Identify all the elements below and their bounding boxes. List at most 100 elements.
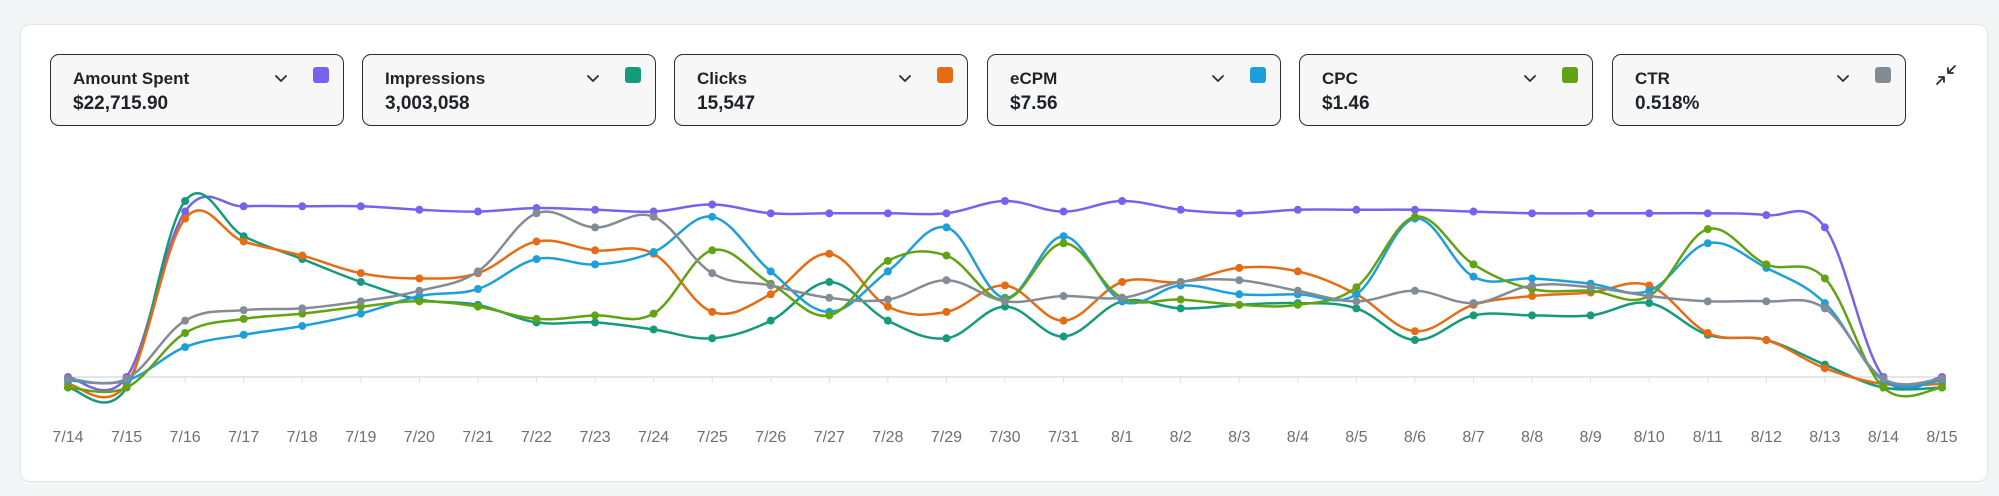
- series-color-swatch[interactable]: [625, 67, 641, 83]
- data-point[interactable]: [1059, 239, 1068, 248]
- data-point[interactable]: [1469, 299, 1478, 308]
- data-point[interactable]: [64, 374, 72, 383]
- data-point[interactable]: [1235, 209, 1244, 218]
- data-point[interactable]: [1352, 297, 1361, 306]
- data-point[interactable]: [942, 334, 951, 343]
- data-point[interactable]: [708, 334, 717, 343]
- data-point[interactable]: [708, 307, 717, 316]
- metric-card-impressions[interactable]: Impressions 3,003,058: [362, 54, 656, 126]
- data-point[interactable]: [239, 330, 248, 339]
- data-point[interactable]: [532, 314, 541, 323]
- data-point[interactable]: [883, 209, 892, 218]
- data-point[interactable]: [591, 205, 600, 214]
- data-point[interactable]: [1703, 239, 1712, 248]
- data-point[interactable]: [1176, 205, 1185, 214]
- data-point[interactable]: [1059, 316, 1068, 325]
- data-point[interactable]: [649, 325, 658, 334]
- data-point[interactable]: [591, 246, 600, 255]
- data-point[interactable]: [591, 260, 600, 269]
- data-point[interactable]: [1293, 286, 1302, 295]
- data-point[interactable]: [1820, 223, 1829, 232]
- data-point[interactable]: [1235, 276, 1244, 285]
- data-point[interactable]: [1176, 304, 1185, 313]
- data-point[interactable]: [1469, 272, 1478, 281]
- series-color-swatch[interactable]: [1250, 67, 1266, 83]
- data-point[interactable]: [1410, 327, 1419, 336]
- data-point[interactable]: [883, 267, 892, 276]
- collapse-icon[interactable]: [1935, 64, 1957, 86]
- data-point[interactable]: [1469, 207, 1478, 216]
- data-point[interactable]: [1352, 304, 1361, 313]
- data-point[interactable]: [298, 251, 307, 260]
- data-point[interactable]: [1703, 329, 1712, 337]
- data-point[interactable]: [942, 307, 951, 316]
- data-point[interactable]: [1703, 297, 1712, 306]
- chevron-down-icon[interactable]: [273, 70, 289, 86]
- data-point[interactable]: [473, 267, 482, 276]
- data-point[interactable]: [532, 209, 541, 218]
- data-point[interactable]: [356, 297, 365, 306]
- data-point[interactable]: [1586, 283, 1595, 292]
- data-point[interactable]: [1820, 274, 1829, 283]
- chevron-down-icon[interactable]: [1522, 70, 1538, 86]
- data-point[interactable]: [356, 277, 365, 286]
- data-point[interactable]: [239, 202, 248, 211]
- data-point[interactable]: [356, 202, 365, 211]
- data-point[interactable]: [766, 267, 775, 276]
- data-point[interactable]: [532, 237, 541, 246]
- data-point[interactable]: [766, 316, 775, 325]
- data-point[interactable]: [1410, 336, 1419, 345]
- chevron-down-icon[interactable]: [1210, 70, 1226, 86]
- data-point[interactable]: [1762, 260, 1771, 269]
- chevron-down-icon[interactable]: [897, 70, 913, 86]
- data-point[interactable]: [1059, 232, 1068, 241]
- chevron-down-icon[interactable]: [1835, 70, 1851, 86]
- metric-card-amount-spent[interactable]: Amount Spent $22,715.90: [50, 54, 344, 126]
- data-point[interactable]: [1528, 292, 1537, 301]
- data-point[interactable]: [1528, 274, 1537, 283]
- data-point[interactable]: [1059, 332, 1068, 341]
- data-point[interactable]: [473, 302, 482, 311]
- data-point[interactable]: [766, 281, 775, 290]
- series-color-swatch[interactable]: [313, 67, 329, 83]
- data-point[interactable]: [1469, 260, 1478, 269]
- data-point[interactable]: [1586, 209, 1595, 218]
- metric-card-cpc[interactable]: CPC $1.46: [1299, 54, 1593, 126]
- data-point[interactable]: [1235, 290, 1244, 299]
- data-point[interactable]: [1001, 197, 1009, 205]
- data-point[interactable]: [649, 248, 658, 257]
- data-point[interactable]: [1410, 212, 1419, 221]
- data-point[interactable]: [883, 295, 892, 304]
- data-point[interactable]: [942, 209, 951, 218]
- data-point[interactable]: [181, 316, 190, 325]
- data-point[interactable]: [239, 237, 248, 246]
- data-point[interactable]: [415, 297, 424, 306]
- data-point[interactable]: [356, 309, 365, 318]
- data-point[interactable]: [883, 316, 892, 325]
- data-point[interactable]: [1528, 209, 1537, 218]
- data-point[interactable]: [298, 304, 307, 313]
- data-point[interactable]: [1938, 383, 1946, 392]
- data-point[interactable]: [181, 197, 190, 205]
- metric-card-ecpm[interactable]: eCPM $7.56: [987, 54, 1281, 126]
- data-point[interactable]: [1879, 374, 1888, 383]
- data-point[interactable]: [708, 269, 717, 278]
- data-point[interactable]: [1703, 225, 1712, 234]
- data-point[interactable]: [1703, 209, 1712, 218]
- data-point[interactable]: [1118, 197, 1127, 205]
- data-point[interactable]: [1879, 383, 1888, 392]
- data-point[interactable]: [415, 205, 424, 214]
- data-point[interactable]: [1001, 281, 1009, 290]
- data-point[interactable]: [1820, 304, 1829, 313]
- data-point[interactable]: [942, 276, 951, 285]
- data-point[interactable]: [1293, 300, 1302, 309]
- data-point[interactable]: [649, 309, 658, 318]
- data-point[interactable]: [181, 343, 190, 352]
- data-point[interactable]: [649, 212, 658, 221]
- data-point[interactable]: [1645, 299, 1654, 308]
- data-point[interactable]: [1293, 267, 1302, 276]
- data-point[interactable]: [1762, 336, 1771, 345]
- series-color-swatch[interactable]: [1562, 67, 1578, 83]
- data-point[interactable]: [825, 311, 834, 320]
- data-point[interactable]: [1176, 277, 1185, 286]
